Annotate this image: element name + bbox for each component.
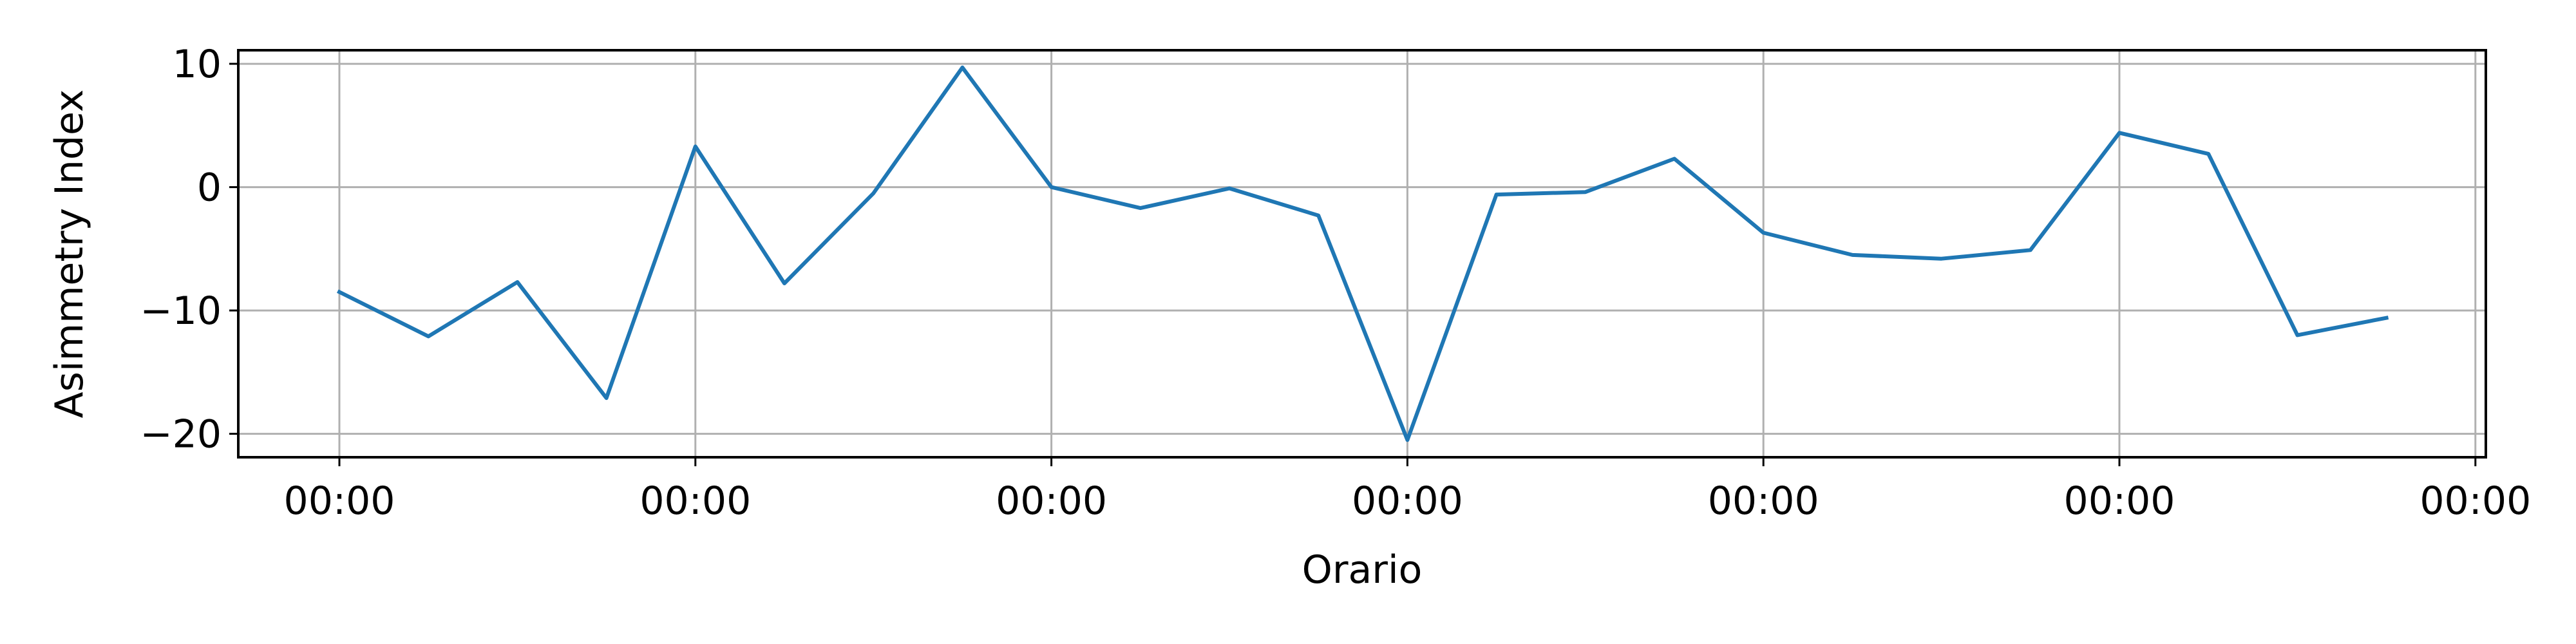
y-tick-label: 0 [197, 166, 222, 211]
ticks: 10 0 −10 −20 00:00 00:00 00:00 00:00 00:00 00:00 0… [140, 42, 2531, 524]
series-line [336, 65, 2389, 442]
y-axis-title: Asimmetry Index [47, 90, 92, 419]
x-tick-label: 00:00 [1708, 478, 1819, 524]
x-tick-label: 00:00 [284, 478, 395, 524]
plot-frame [237, 49, 2487, 459]
grid [238, 50, 2486, 457]
x-tick-label: 00:00 [2064, 478, 2175, 524]
y-tick-label: −20 [140, 412, 222, 457]
y-tick-label: −10 [140, 289, 222, 334]
y-tick-label: 10 [173, 42, 222, 87]
x-axis-title: Orario [1302, 547, 1423, 592]
x-tick-label: 00:00 [996, 478, 1107, 524]
x-tick-label: 00:00 [1352, 478, 1463, 524]
x-tick-label: 00:00 [2420, 478, 2531, 524]
series-layer [336, 65, 2389, 442]
x-tick-label: 00:00 [639, 478, 751, 524]
